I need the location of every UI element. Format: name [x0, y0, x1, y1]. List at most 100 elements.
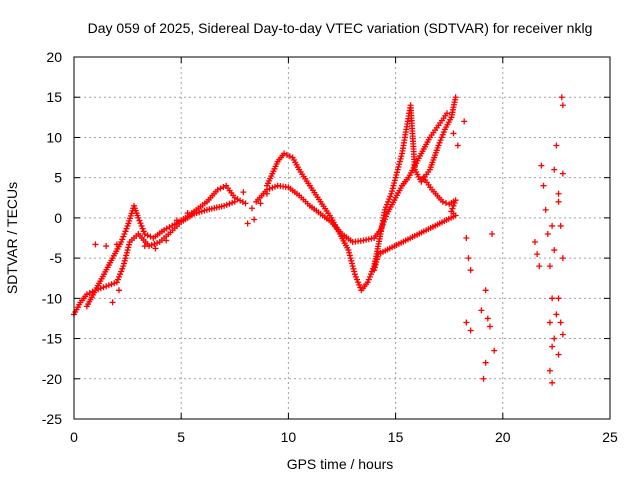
data-point [113, 279, 120, 286]
y-tick-label: 20 [46, 49, 62, 65]
data-point [442, 200, 449, 207]
data-point [463, 235, 470, 241]
data-point [114, 276, 121, 283]
x-tick-label: 20 [495, 429, 511, 445]
data-point [557, 222, 564, 229]
y-tick-label: -20 [42, 371, 62, 387]
data-point [393, 171, 400, 178]
data-point [553, 311, 560, 318]
data-point [125, 244, 132, 251]
data-point [480, 375, 487, 382]
data-point [396, 158, 403, 165]
data-point [540, 182, 547, 189]
data-point [231, 198, 238, 205]
data-point [542, 206, 549, 213]
data-point [391, 177, 398, 184]
data-point [553, 142, 560, 149]
data-point [352, 273, 359, 280]
data-point [123, 252, 130, 259]
data-point [139, 225, 146, 232]
x-tick-label: 15 [388, 429, 404, 445]
data-marks [71, 94, 566, 386]
data-point [375, 251, 382, 258]
data-point [152, 245, 159, 252]
data-point [558, 94, 565, 101]
data-point [350, 265, 357, 272]
data-point [436, 139, 443, 146]
data-point [546, 263, 553, 270]
data-point [394, 166, 401, 173]
data-point [546, 367, 553, 374]
data-point [240, 189, 247, 196]
data-point [144, 232, 151, 239]
data-point [374, 256, 381, 263]
data-point [135, 214, 142, 221]
y-tick-label: 5 [54, 170, 62, 186]
data-point [435, 142, 442, 149]
data-point [555, 295, 562, 302]
data-point [221, 202, 228, 209]
data-point [391, 180, 398, 187]
data-point [381, 206, 388, 213]
data-point [389, 185, 396, 192]
data-point [148, 242, 155, 249]
y-tick-label: -10 [42, 290, 62, 306]
data-point [364, 279, 371, 286]
data-point [113, 241, 120, 248]
data-point [452, 94, 459, 101]
data-point [119, 236, 126, 243]
data-point [111, 280, 118, 287]
data-point [151, 241, 158, 248]
data-point [103, 283, 110, 290]
data-point [546, 319, 553, 326]
data-point [123, 249, 130, 256]
data-point [555, 190, 562, 197]
y-axis-label: SDTVAR / TECUs [4, 182, 20, 294]
data-point [92, 287, 99, 294]
data-point [283, 151, 290, 158]
grid-lines [74, 57, 610, 419]
data-point [394, 169, 401, 176]
data-point [437, 137, 444, 144]
data-point [454, 142, 461, 149]
data-point [450, 202, 457, 209]
data-point [354, 276, 361, 283]
data-point [345, 247, 352, 254]
data-point [119, 265, 126, 272]
data-point [397, 155, 404, 162]
data-point [103, 243, 110, 250]
data-point [281, 150, 288, 157]
data-point [154, 240, 161, 247]
data-point [390, 182, 397, 189]
data-point [559, 102, 566, 109]
data-point [117, 271, 124, 278]
data-point [251, 216, 258, 223]
data-point [347, 255, 354, 262]
data-point [382, 204, 389, 211]
data-point [286, 153, 293, 160]
data-point [482, 287, 489, 294]
data-point [451, 200, 458, 207]
data-point [555, 198, 562, 205]
data-point [486, 323, 493, 330]
data-point [118, 239, 125, 246]
series-isolated [450, 118, 498, 382]
data-point [356, 281, 363, 288]
data-point [444, 110, 451, 117]
data-point [120, 233, 127, 240]
data-point [351, 271, 358, 278]
data-point [396, 161, 403, 168]
data-point [544, 230, 551, 237]
data-point [217, 185, 224, 192]
data-point [559, 255, 566, 262]
data-point [365, 276, 372, 283]
data-point [551, 166, 558, 173]
data-point [214, 186, 221, 193]
data-point [105, 282, 112, 289]
data-point [136, 217, 143, 224]
data-point [467, 327, 474, 334]
data-point [248, 205, 255, 212]
data-point [440, 129, 447, 136]
data-point [384, 201, 391, 208]
